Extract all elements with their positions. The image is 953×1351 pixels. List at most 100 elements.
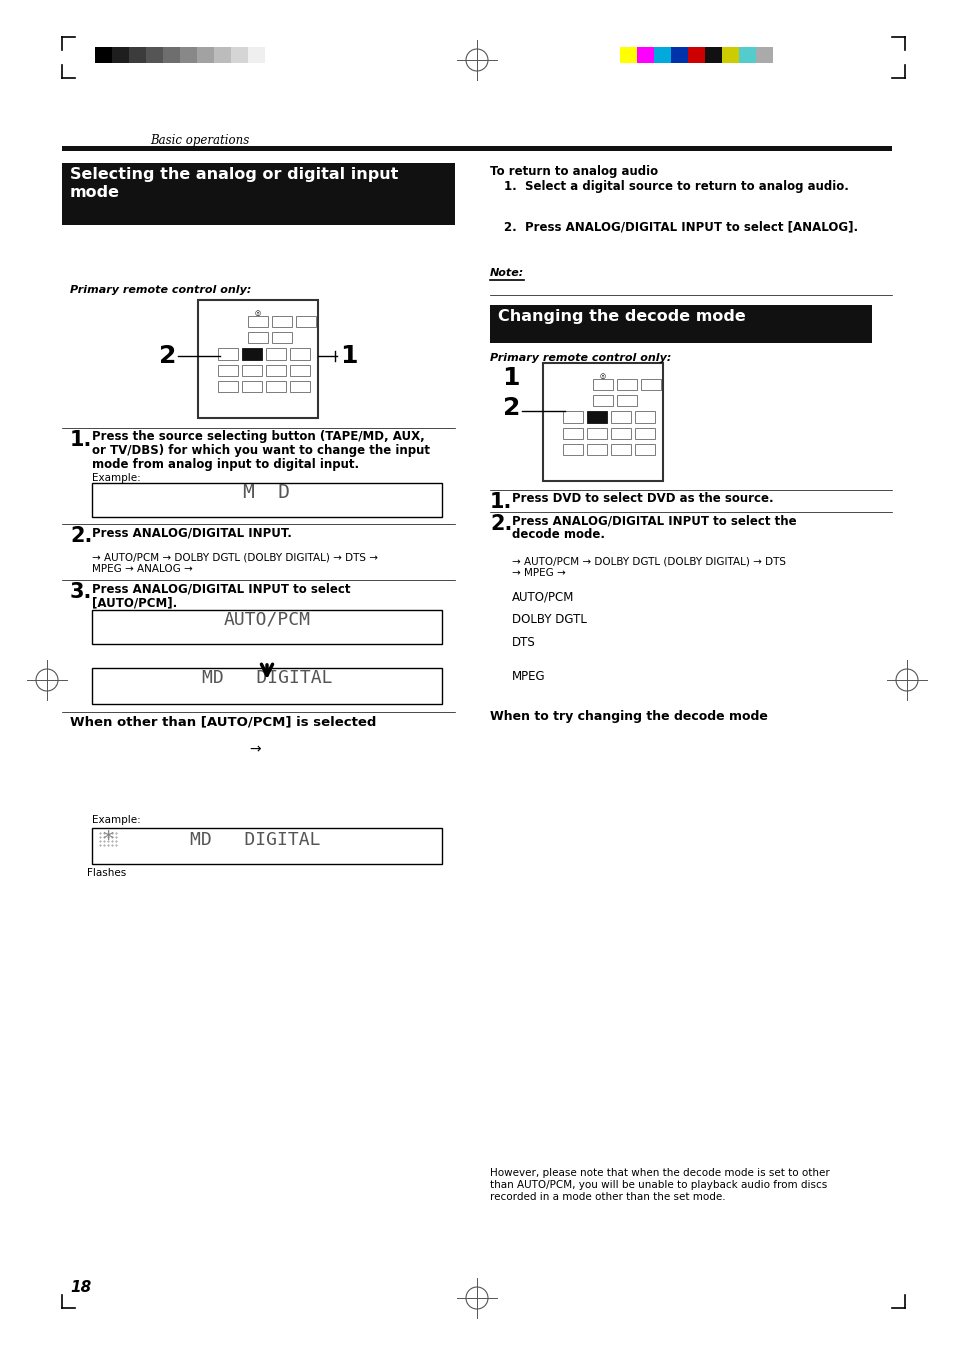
Bar (562, 444, 582, 455)
Bar (290, 381, 310, 392)
Bar (290, 349, 310, 359)
Text: Example:: Example: (91, 473, 141, 484)
Text: 2.  Press ANALOG/DIGITAL INPUT to select [ANALOG].: 2. Press ANALOG/DIGITAL INPUT to select … (503, 220, 858, 232)
Bar (562, 428, 582, 439)
Text: mode from analog input to digital input.: mode from analog input to digital input. (91, 458, 358, 471)
Text: When to try changing the decode mode: When to try changing the decode mode (490, 711, 767, 723)
Text: decode mode.: decode mode. (512, 528, 604, 540)
Bar (218, 365, 237, 376)
Bar (196, 47, 213, 63)
Text: Flashes: Flashes (88, 867, 127, 878)
Text: Changing the decode mode: Changing the decode mode (497, 309, 745, 324)
Bar (248, 47, 265, 63)
Text: 3.: 3. (70, 582, 92, 603)
Text: 2: 2 (502, 396, 519, 420)
Bar (242, 365, 262, 376)
Bar (266, 381, 286, 392)
Bar (248, 332, 268, 343)
Text: 2.: 2. (490, 513, 512, 534)
Text: than AUTO/PCM, you will be unable to playback audio from discs: than AUTO/PCM, you will be unable to pla… (490, 1179, 826, 1190)
Text: Example:: Example: (91, 815, 141, 825)
Bar (295, 316, 315, 327)
Bar (290, 365, 310, 376)
Text: →: → (249, 742, 260, 757)
Bar (721, 47, 739, 63)
Bar (654, 47, 670, 63)
Text: To return to analog audio: To return to analog audio (490, 165, 658, 178)
Text: ◎: ◎ (599, 373, 605, 380)
Text: 1: 1 (339, 345, 357, 367)
Text: Press ANALOG/DIGITAL INPUT.: Press ANALOG/DIGITAL INPUT. (91, 526, 292, 539)
Bar (637, 47, 654, 63)
Bar (617, 380, 637, 390)
Text: Press ANALOG/DIGITAL INPUT to select the: Press ANALOG/DIGITAL INPUT to select the (512, 513, 796, 527)
Text: 1: 1 (502, 366, 519, 390)
Text: *: * (102, 830, 113, 850)
Bar (586, 411, 606, 423)
Bar (610, 444, 630, 455)
Bar (146, 47, 163, 63)
Bar (272, 332, 292, 343)
Bar (95, 47, 112, 63)
Text: However, please note that when the decode mode is set to other: However, please note that when the decod… (490, 1169, 829, 1178)
Bar (687, 47, 704, 63)
Bar (610, 411, 630, 423)
Bar (91, 828, 441, 865)
Bar (586, 444, 606, 455)
Text: MPEG → ANALOG →: MPEG → ANALOG → (91, 563, 193, 574)
Bar (640, 380, 660, 390)
Bar (542, 363, 662, 481)
Text: or TV/DBS) for which you want to change the input: or TV/DBS) for which you want to change … (91, 444, 430, 457)
Bar (739, 47, 755, 63)
Bar (91, 484, 441, 517)
Bar (490, 305, 871, 343)
Bar (91, 667, 441, 704)
Text: 1.: 1. (70, 430, 92, 450)
Text: mode: mode (70, 185, 120, 200)
Bar (755, 47, 772, 63)
Bar (704, 47, 721, 63)
Bar (91, 611, 441, 644)
Text: 18: 18 (70, 1279, 91, 1296)
Bar (218, 349, 237, 359)
Bar (198, 300, 317, 417)
Bar (248, 316, 268, 327)
Text: 2: 2 (158, 345, 175, 367)
Text: Selecting the analog or digital input: Selecting the analog or digital input (70, 168, 398, 182)
Bar (619, 47, 637, 63)
Bar (62, 163, 455, 226)
Text: DOLBY DGTL: DOLBY DGTL (512, 613, 586, 626)
Bar (213, 47, 231, 63)
Bar (242, 349, 262, 359)
Text: recorded in a mode other than the set mode.: recorded in a mode other than the set mo… (490, 1192, 725, 1202)
Text: → AUTO/PCM → DOLBY DGTL (DOLBY DIGITAL) → DTS: → AUTO/PCM → DOLBY DGTL (DOLBY DIGITAL) … (512, 557, 785, 566)
Text: Basic operations: Basic operations (150, 134, 249, 147)
Bar (593, 380, 613, 390)
Text: 1.: 1. (490, 492, 512, 512)
Bar (129, 47, 146, 63)
Bar (112, 47, 129, 63)
Bar (635, 444, 655, 455)
Text: AUTO/PCM: AUTO/PCM (223, 611, 310, 628)
Text: Note:: Note: (490, 267, 524, 278)
Bar (231, 47, 248, 63)
Text: MD   DIGITAL: MD DIGITAL (201, 669, 332, 688)
Bar (272, 316, 292, 327)
Text: MPEG: MPEG (512, 670, 545, 684)
Bar (163, 47, 180, 63)
Bar (617, 394, 637, 407)
Bar (62, 146, 891, 151)
Text: Primary remote control only:: Primary remote control only: (70, 285, 251, 295)
Text: Press DVD to select DVD as the source.: Press DVD to select DVD as the source. (512, 492, 773, 505)
Text: → AUTO/PCM → DOLBY DGTL (DOLBY DIGITAL) → DTS →: → AUTO/PCM → DOLBY DGTL (DOLBY DIGITAL) … (91, 553, 377, 562)
Text: DTS: DTS (512, 636, 536, 648)
Text: Press ANALOG/DIGITAL INPUT to select: Press ANALOG/DIGITAL INPUT to select (91, 582, 350, 594)
Bar (635, 411, 655, 423)
Text: 2.: 2. (70, 526, 92, 546)
Bar (586, 428, 606, 439)
Bar (180, 47, 196, 63)
Text: → MPEG →: → MPEG → (512, 567, 565, 578)
Bar (610, 428, 630, 439)
Text: MD   DIGITAL: MD DIGITAL (190, 831, 320, 848)
Text: Primary remote control only:: Primary remote control only: (490, 353, 671, 363)
